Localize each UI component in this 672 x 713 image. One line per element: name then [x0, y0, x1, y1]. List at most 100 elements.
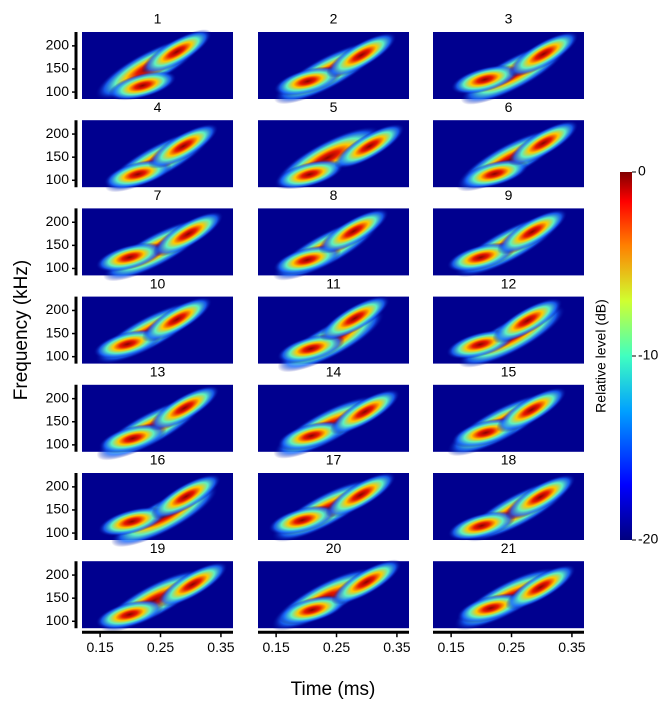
x-tick-label: 0.25 [147, 639, 174, 655]
y-tick-label: 150 [46, 60, 70, 76]
spectral-energy [505, 474, 576, 520]
spectral-energy [157, 561, 228, 607]
x-tick-label: 0.15 [86, 639, 113, 655]
panel-label: 8 [330, 187, 338, 203]
spectral-energy [153, 211, 224, 257]
y-tick-label: 100 [46, 524, 70, 540]
panel-label: 11 [326, 275, 341, 291]
spectral-energy [275, 159, 344, 190]
panel-label: 3 [505, 11, 513, 27]
x-axis-label: Time (ms) [291, 679, 376, 700]
spectral-energy [325, 472, 396, 518]
spectrogram-image [96, 385, 220, 461]
spectrogram-image [456, 120, 579, 192]
spectral-energy [108, 70, 177, 101]
spectral-energy [508, 120, 579, 166]
y-tick-label: 100 [46, 612, 70, 628]
panel-label: 17 [326, 452, 342, 468]
y-tick-label: 150 [46, 148, 70, 164]
spectral-energy [268, 505, 337, 535]
spectral-energy [329, 389, 401, 435]
y-tick-label: 100 [46, 259, 70, 275]
y-tick-label: 200 [46, 566, 70, 582]
y-tick-label: 150 [46, 501, 70, 517]
panel-label: 1 [154, 11, 162, 27]
spectral-energy [141, 29, 212, 75]
spectrogram-image [95, 211, 224, 282]
spectrogram-image [277, 295, 390, 373]
spectral-energy [148, 123, 219, 169]
x-tick-label: 0.15 [437, 639, 464, 655]
spectrogram-image [93, 296, 213, 365]
spectral-energy [278, 595, 347, 625]
spectrogram-image [446, 209, 568, 278]
panel-label: 5 [330, 99, 338, 115]
panel-label: 18 [501, 452, 517, 468]
spectral-energy [508, 31, 579, 77]
y-tick-label: 150 [46, 324, 70, 340]
panel-label: 2 [330, 11, 338, 27]
colorbar [620, 172, 632, 540]
x-tick-label: 0.25 [323, 639, 350, 655]
x-tick-label: 0.15 [262, 639, 289, 655]
spectrogram-image [446, 298, 566, 368]
y-tick-label: 150 [46, 412, 70, 428]
spectral-energy [331, 559, 402, 605]
spectral-energy [447, 511, 516, 541]
panel-label: 14 [326, 364, 342, 380]
spectral-energy [149, 385, 220, 431]
spectrogram-image [273, 389, 401, 459]
panel-label: 10 [150, 275, 166, 291]
spectrogram-image [98, 474, 222, 548]
x-tick-label: 0.35 [383, 639, 410, 655]
spectral-energy [277, 421, 346, 451]
x-tick-label: 0.35 [558, 639, 585, 655]
spectral-energy [492, 298, 563, 344]
spectrogram-image [268, 472, 396, 542]
spectral-energy [460, 159, 529, 189]
spectral-energy [141, 296, 213, 342]
y-tick-label: 150 [46, 589, 70, 605]
spectrogram-image [271, 559, 402, 631]
panel-label: 12 [501, 275, 517, 291]
spectral-energy [273, 66, 342, 96]
spectral-energy [450, 64, 519, 95]
panel-label: 15 [501, 364, 517, 380]
spectral-energy [497, 209, 568, 255]
spectrogram-image [273, 32, 397, 105]
panel-label: 6 [505, 99, 513, 115]
y-tick-label: 200 [46, 125, 70, 141]
y-tick-label: 200 [46, 37, 70, 53]
panel-label: 9 [505, 187, 513, 203]
spectral-energy [496, 387, 567, 433]
panel-label: 13 [150, 364, 166, 380]
colorbar-tick-label: -10 [638, 347, 658, 363]
x-tick-label: 0.25 [498, 639, 525, 655]
colorbar-tick-label: -20 [638, 531, 658, 547]
y-axis-label: Frequency (kHz) [11, 260, 32, 400]
spectrogram-image [450, 31, 579, 105]
y-tick-label: 150 [46, 236, 70, 252]
panel-label: 16 [150, 452, 166, 468]
y-tick-label: 100 [46, 171, 70, 187]
panel-label: 7 [154, 187, 162, 203]
spectral-energy [326, 32, 397, 78]
colorbar-tick-label: 0 [638, 163, 646, 179]
panel-label: 19 [150, 540, 166, 556]
spectral-energy [505, 564, 576, 610]
spectral-energy [95, 599, 164, 630]
spectrogram-image [103, 123, 219, 193]
spectrogram-image [453, 564, 576, 631]
spectrogram-image [94, 29, 212, 101]
colorbar-label: Relative level (dB) [593, 299, 609, 413]
spectral-energy [150, 474, 222, 520]
panel-label: 21 [501, 540, 517, 556]
panel-label: 4 [154, 99, 162, 115]
spectrogram-image [95, 561, 228, 633]
y-tick-label: 200 [46, 389, 70, 405]
spectral-energy [277, 333, 345, 364]
spectral-energy [318, 208, 389, 254]
spectral-energy [319, 295, 390, 341]
y-tick-label: 200 [46, 301, 70, 317]
